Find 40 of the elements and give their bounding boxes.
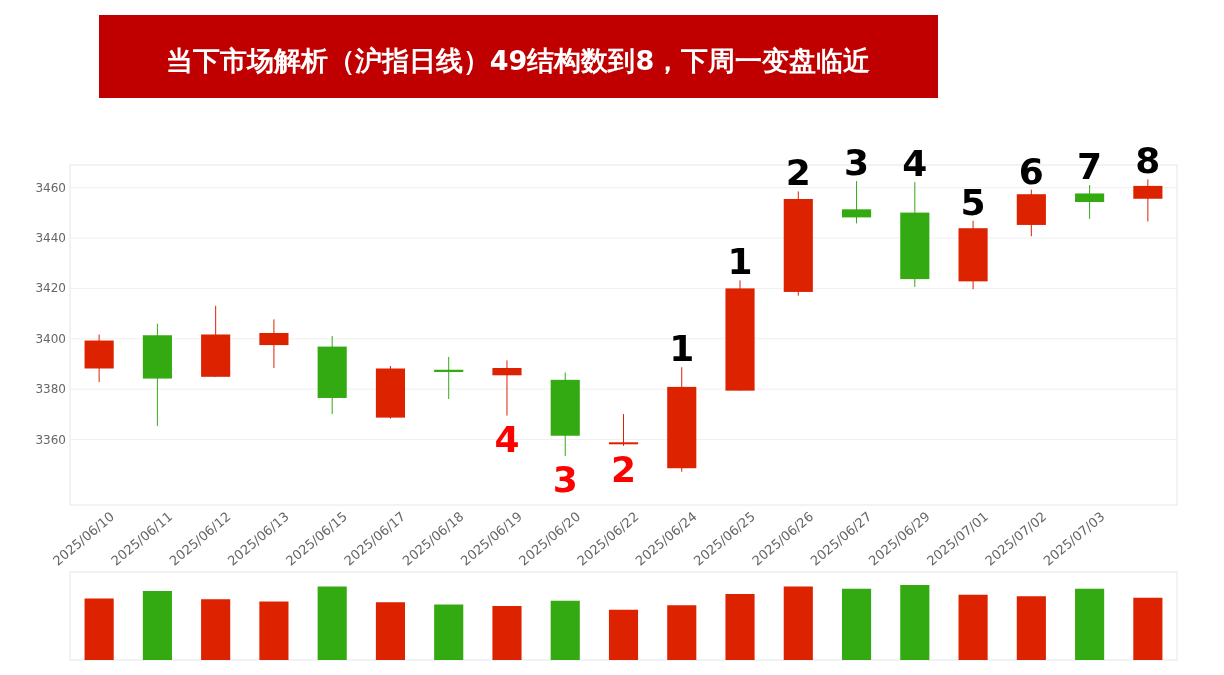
annotation: 3 <box>552 459 578 501</box>
annotation: 5 <box>960 181 986 223</box>
annotation: 8 <box>1135 140 1161 182</box>
bar <box>608 609 639 660</box>
bar <box>201 599 231 660</box>
annotation: 4 <box>494 418 520 460</box>
y-tick-label: 3380 <box>35 382 66 397</box>
annotation: 2 <box>610 448 637 490</box>
annotation: 2 <box>785 152 811 194</box>
annotation: 1 <box>727 241 753 283</box>
bar <box>434 604 464 660</box>
bar <box>1133 597 1163 660</box>
annotation: 4 <box>902 143 928 185</box>
annotation: 1 <box>669 328 695 370</box>
bar <box>492 606 522 660</box>
bar <box>841 588 872 660</box>
y-tick-label: 3460 <box>35 180 66 195</box>
bar <box>1016 596 1046 660</box>
bar <box>725 594 755 660</box>
bar <box>958 594 988 660</box>
bar <box>375 602 406 660</box>
bar <box>142 591 172 660</box>
bar <box>317 586 347 660</box>
y-tick-label: 3400 <box>35 331 66 346</box>
annotation: 6 <box>1018 150 1044 192</box>
bar <box>900 585 930 660</box>
y-tick-label: 3440 <box>35 231 66 246</box>
annotation: 7 <box>1077 146 1103 188</box>
bar <box>550 600 580 660</box>
annotation: 3 <box>844 142 870 184</box>
y-tick-label: 3420 <box>35 281 66 296</box>
bar <box>1075 588 1105 660</box>
candlestick <box>608 413 639 447</box>
bar <box>783 586 813 660</box>
candlestick <box>492 359 522 417</box>
chart-title: 当下市场解析（沪指日线）49结构数到8，下周一变盘临近 <box>165 45 871 76</box>
bar <box>667 605 697 660</box>
y-tick-label: 3360 <box>35 432 66 447</box>
bar <box>259 601 289 660</box>
bar <box>84 598 114 660</box>
